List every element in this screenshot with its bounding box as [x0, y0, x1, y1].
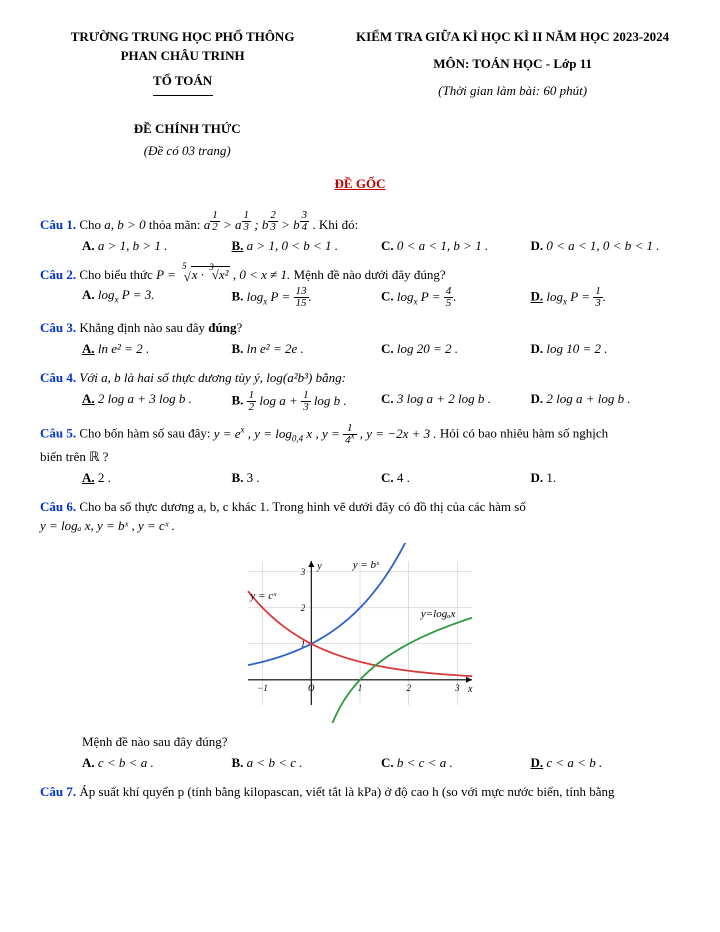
q5-optC: C. 4 . [381, 469, 531, 488]
q1-pre: Cho [79, 217, 104, 232]
q3-optC: C. log 20 = 2 . [381, 340, 531, 359]
function-graph: −1O123123y = bˣy = cˣy=logₐxyx [230, 543, 490, 723]
q2-optA: A. logx P = 3. [82, 286, 232, 309]
q3-optD: D. log 10 = 2 . [531, 340, 681, 359]
q3-options: A. ln e² = 2 . B. ln e² = 2e . C. log 20… [40, 340, 680, 359]
q4-text: Với a, b là hai số thực dương tùy ý, log… [79, 370, 346, 385]
svg-text:3: 3 [300, 567, 306, 577]
pages-label: (Đề có 03 trang) [40, 142, 334, 161]
page-header: TRƯỜNG TRUNG HỌC PHỔ THÔNG PHAN CHÂU TRI… [40, 28, 680, 106]
q2-expr: P = 5√x · 3√x² [156, 266, 233, 284]
svg-text:y = cˣ: y = cˣ [249, 590, 277, 602]
question-3: Câu 3. Khẳng định nào sau đây đúng? A. l… [40, 319, 680, 359]
q5-pre: Cho bốn hàm số sau đây: [79, 426, 213, 441]
official-block: ĐỀ CHÍNH THỨC (Đề có 03 trang) [40, 120, 334, 162]
q3-optB: B. ln e² = 2e . [232, 340, 382, 359]
q1-mid: thỏa mãn: [149, 217, 204, 232]
q6-options: A. c < b < a . B. a < b < c . C. b < c <… [40, 754, 680, 773]
q1-label: Câu 1. [40, 217, 76, 232]
q4-label: Câu 4. [40, 370, 76, 385]
q3-text: Khẳng định nào sau đây [79, 320, 208, 335]
q1-optD: D. 0 < a < 1, 0 < b < 1 . [531, 237, 681, 256]
q6-line1: Câu 6. Cho ba số thực dương a, b, c khác… [40, 498, 680, 517]
exam-time: (Thời gian làm bài: 60 phút) [345, 82, 680, 101]
q6-optA: A. c < b < a . [82, 754, 232, 773]
svg-text:O: O [308, 683, 315, 693]
q6-optB: B. a < b < c . [232, 754, 382, 773]
title-block: KIỂM TRA GIỮA KÌ HỌC KÌ II NĂM HỌC 2023-… [345, 28, 680, 106]
de-goc: ĐỀ GỐC [40, 175, 680, 194]
q5-line2: biến trên ℝ ? [40, 448, 680, 467]
question-2: Câu 2. Cho biểu thức P = 5√x · 3√x² , 0 … [40, 266, 680, 310]
q7-text: Áp suất khí quyển p (tính bằng kilopasca… [79, 784, 614, 799]
q4-optA: A. 2 log a + 3 log b . [82, 390, 232, 413]
school-line2: PHAN CHÂU TRINH [40, 47, 325, 66]
svg-text:2: 2 [406, 683, 411, 693]
q4-options: A. 2 log a + 3 log b . B. 12 log a + 13 … [40, 390, 680, 413]
q3-q: ? [236, 320, 242, 335]
question-1: Câu 1. Cho a, b > 0 thỏa mãn: a12 > a13 … [40, 210, 680, 256]
svg-text:y: y [316, 561, 322, 572]
q6-label: Câu 6. [40, 499, 76, 514]
dept: TỔ TOÁN [40, 72, 325, 91]
exam-title1: KIỂM TRA GIỮA KÌ HỌC KÌ II NĂM HỌC 2023-… [345, 28, 680, 47]
q2-cond: , 0 < x ≠ 1. [233, 267, 290, 282]
q3-label: Câu 3. [40, 320, 76, 335]
q5-options: A. 2 . B. 3 . C. 4 . D. 1. [40, 469, 680, 488]
q4-optB: B. 12 log a + 13 log b . [232, 390, 382, 413]
q2-optB: B. logx P = 1315. [232, 286, 382, 309]
q1-optA: A. a > 1, b > 1 . [82, 237, 232, 256]
svg-text:3: 3 [454, 683, 460, 693]
school-line1: TRƯỜNG TRUNG HỌC PHỔ THÔNG [40, 28, 325, 47]
q2-options: A. logx P = 3. B. logx P = 1315. C. logx… [40, 286, 680, 309]
q5-optD: D. 1. [531, 469, 681, 488]
rule [153, 95, 213, 96]
q3-bold: đúng [208, 320, 236, 335]
question-4: Câu 4. Với a, b là hai số thực dương tùy… [40, 369, 680, 413]
q5-label: Câu 5. [40, 426, 76, 441]
school-block: TRƯỜNG TRUNG HỌC PHỔ THÔNG PHAN CHÂU TRI… [40, 28, 325, 106]
question-7: Câu 7. Áp suất khí quyển p (tính bằng ki… [40, 783, 680, 802]
official-label: ĐỀ CHÍNH THỨC [40, 120, 334, 139]
q2-label: Câu 2. [40, 267, 76, 282]
svg-text:y = bˣ: y = bˣ [352, 560, 380, 572]
q2-optC: C. logx P = 45. [381, 286, 531, 309]
q1-cond: a, b > 0 [104, 217, 145, 232]
q6-line2: y = logₐ x, y = bˣ , y = cˣ . [40, 517, 680, 536]
q5-optB: B. 3 . [232, 469, 382, 488]
q6-chart: −1O123123y = bˣy = cˣy=logₐxyx [40, 543, 680, 729]
q7-label: Câu 7. [40, 784, 76, 799]
q4-optD: D. 2 log a + log b . [531, 390, 681, 413]
q2-pre: Cho biểu thức [79, 267, 156, 282]
q5-post: Hỏi có bao nhiêu hàm số nghịch [440, 426, 608, 441]
q4-optC: C. 3 log a + 2 log b . [381, 390, 531, 413]
svg-text:y=logₐx: y=logₐx [420, 608, 456, 620]
q2-post: Mệnh đề nào dưới đây đúng? [294, 267, 446, 282]
svg-text:1: 1 [358, 683, 363, 693]
svg-text:2: 2 [301, 603, 306, 613]
svg-text:x: x [467, 684, 473, 695]
question-5: Câu 5. Cho bốn hàm số sau đây: y = ex , … [40, 423, 680, 488]
exam-title2: MÔN: TOÁN HỌC - Lớp 11 [345, 55, 680, 74]
q3-optA: A. ln e² = 2 . [82, 340, 232, 359]
q1-options: A. a > 1, b > 1 . B. a > 1, 0 < b < 1 . … [40, 237, 680, 256]
q1-post: . Khi đó: [312, 217, 358, 232]
svg-text:−1: −1 [257, 683, 268, 693]
q6-optC: C. b < c < a . [381, 754, 531, 773]
q5-funcs: y = ex , y = log0,4 x , y = 14x , y = −2… [214, 426, 440, 441]
q6-ask: Mệnh đề nào sau đây đúng? [40, 733, 680, 752]
q2-optD: D. logx P = 13. [531, 286, 681, 309]
question-6: Câu 6. Cho ba số thực dương a, b, c khác… [40, 498, 680, 773]
q5-optA: A. 2 . [82, 469, 232, 488]
q1-expr: a12 > a13 ; b23 > b34 [204, 217, 313, 232]
q1-optC: C. 0 < a < 1, b > 1 . [381, 237, 531, 256]
q6-optD: D. c < a < b . [531, 754, 681, 773]
q1-optB: B. a > 1, 0 < b < 1 . [232, 237, 382, 256]
